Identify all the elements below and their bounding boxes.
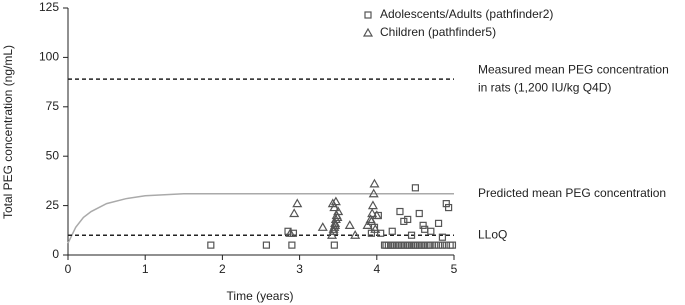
x-tick-label: 2 xyxy=(219,262,226,276)
point xyxy=(327,198,338,208)
x-tick-label: 1 xyxy=(142,262,149,276)
point xyxy=(370,224,381,233)
point xyxy=(262,241,271,249)
point xyxy=(427,241,435,249)
point xyxy=(317,222,328,231)
point xyxy=(419,241,427,249)
point xyxy=(328,224,339,233)
y-tick-label: 50 xyxy=(46,148,60,162)
point xyxy=(446,241,454,249)
point xyxy=(438,241,447,249)
point xyxy=(330,196,341,206)
point xyxy=(396,241,404,249)
x-tick-label: 4 xyxy=(373,262,380,276)
point xyxy=(415,209,423,218)
point xyxy=(367,208,378,218)
point xyxy=(292,198,303,208)
point xyxy=(419,221,427,229)
point xyxy=(368,188,379,198)
point xyxy=(404,241,412,249)
point xyxy=(288,241,296,249)
y-tick-label: 25 xyxy=(46,198,60,212)
curve-label: Predicted mean PEG concentration xyxy=(478,186,666,200)
point xyxy=(411,241,419,249)
x-tick-label: 3 xyxy=(296,262,303,276)
point xyxy=(285,228,296,237)
legend-marker xyxy=(364,11,372,19)
point xyxy=(388,241,396,249)
point xyxy=(332,212,343,222)
point xyxy=(407,231,416,239)
point xyxy=(207,241,215,249)
predicted-curve xyxy=(67,192,454,244)
point xyxy=(289,208,300,218)
x-axis-label: Time (years) xyxy=(227,289,294,303)
point xyxy=(366,216,377,226)
point xyxy=(434,241,443,249)
legend-label: Adolescents/Adults (pathfinder2) xyxy=(380,7,553,21)
reference-label: Measured mean PEG concentration xyxy=(478,62,669,76)
legend-marker xyxy=(362,27,374,37)
point xyxy=(434,219,443,227)
point xyxy=(421,225,429,233)
y-tick-label: 0 xyxy=(52,247,59,261)
point xyxy=(444,203,453,212)
reference-label: in rats (1,200 IU/kg Q4D) xyxy=(478,80,611,94)
point xyxy=(369,178,380,188)
point xyxy=(350,230,361,239)
point xyxy=(438,233,447,241)
point xyxy=(388,227,396,235)
y-tick-label: 100 xyxy=(39,50,59,64)
point xyxy=(330,241,338,249)
point xyxy=(442,200,450,208)
y-tick-label: 75 xyxy=(46,99,60,113)
point xyxy=(367,200,378,210)
point xyxy=(431,241,439,249)
point xyxy=(396,207,404,216)
reference-label: LLoQ xyxy=(478,227,507,241)
point xyxy=(427,227,435,235)
point xyxy=(411,184,419,192)
point xyxy=(371,210,382,220)
point xyxy=(404,215,412,224)
point xyxy=(377,229,385,237)
y-tick-label: 125 xyxy=(39,0,59,14)
point xyxy=(442,241,450,249)
point xyxy=(400,217,408,226)
x-tick-label: 5 xyxy=(451,262,458,276)
legend-label: Children (pathfinder5) xyxy=(380,25,496,39)
point xyxy=(344,220,355,229)
x-tick-label: 0 xyxy=(65,262,72,276)
y-axis-label: Total PEG concentration (ng/mL) xyxy=(1,45,15,219)
point xyxy=(380,241,389,249)
point xyxy=(448,241,457,249)
